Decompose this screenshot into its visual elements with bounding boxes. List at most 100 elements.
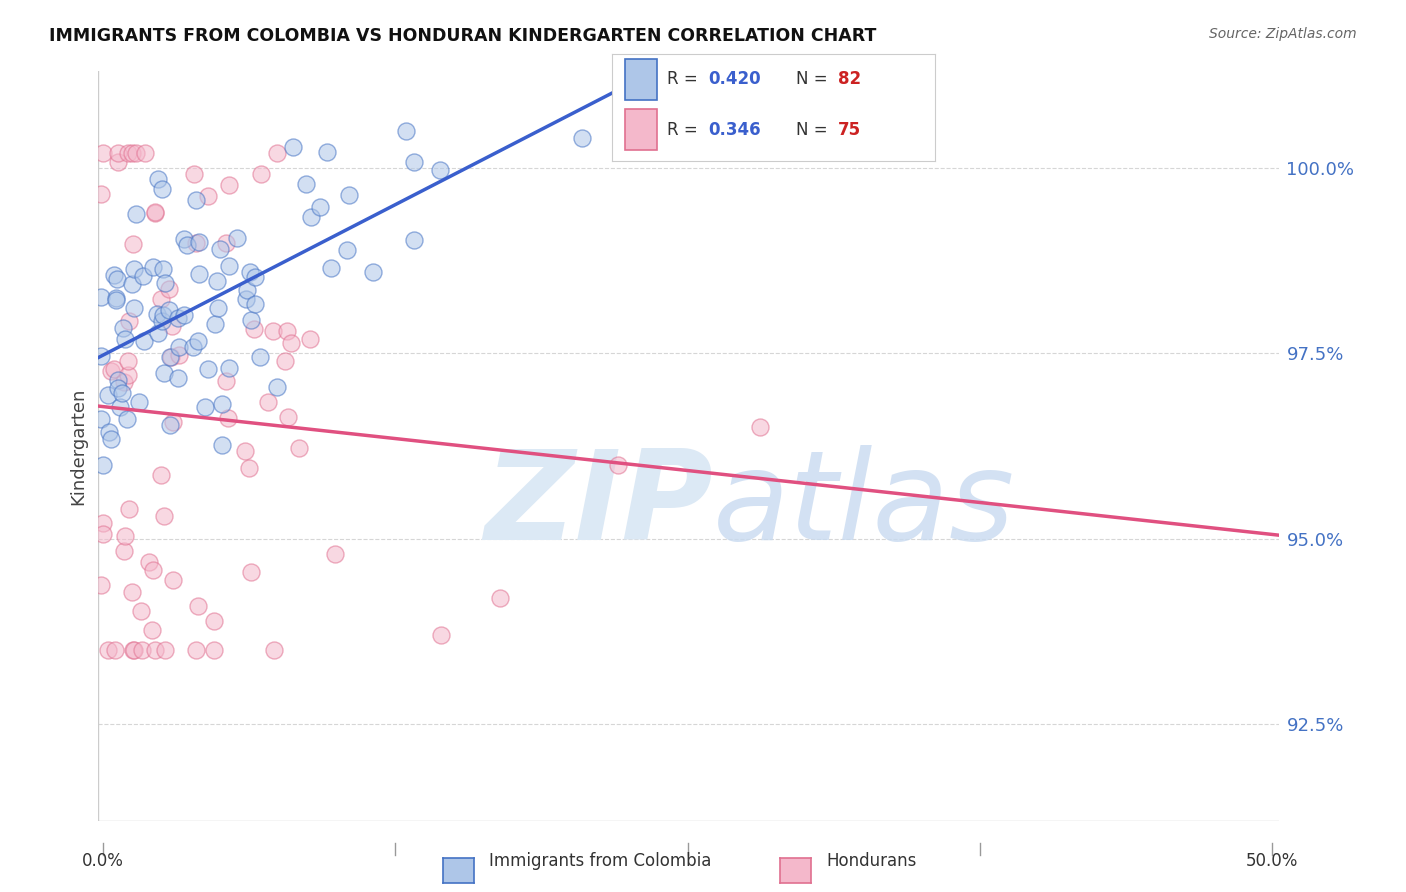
Text: Immigrants from Colombia: Immigrants from Colombia (489, 852, 711, 870)
Point (166, 310, 188, 325)
Point (211, 438, 233, 452)
Point (105, 293, 128, 308)
Text: N =: N = (796, 120, 832, 138)
Point (205, 274, 228, 288)
Point (280, 335, 302, 350)
Point (235, 293, 257, 307)
Point (134, 334, 156, 349)
Point (114, 529, 136, 543)
Point (184, 235, 207, 250)
Point (134, 145, 156, 160)
Point (262, 324, 284, 338)
Text: Hondurans: Hondurans (827, 852, 917, 870)
Point (152, 262, 174, 277)
Point (197, 189, 219, 203)
Point (162, 415, 184, 429)
Text: Source: ZipAtlas.com: Source: ZipAtlas.com (1209, 27, 1357, 41)
Text: 75: 75 (838, 120, 860, 138)
Point (143, 643, 166, 657)
Point (245, 297, 267, 311)
Point (166, 371, 188, 385)
Point (90, 186, 112, 201)
Point (90, 411, 112, 425)
Point (122, 236, 145, 251)
Point (115, 412, 138, 426)
Point (105, 272, 128, 286)
Point (176, 237, 198, 252)
Text: 0.346: 0.346 (709, 120, 761, 138)
Point (96, 643, 118, 657)
Point (152, 308, 174, 322)
Point (142, 260, 165, 274)
Point (239, 265, 262, 279)
Point (245, 270, 267, 285)
Point (236, 283, 259, 297)
Point (90, 290, 112, 304)
Point (194, 401, 217, 415)
Text: atlas: atlas (713, 445, 1015, 566)
Point (276, 324, 298, 338)
Point (250, 167, 273, 181)
Point (215, 374, 238, 388)
Point (571, 130, 593, 145)
Y-axis label: Kindergarten: Kindergarten (69, 387, 87, 505)
Point (103, 268, 125, 283)
Text: N =: N = (796, 70, 832, 88)
Point (159, 350, 181, 364)
Text: 0.0%: 0.0% (82, 852, 124, 870)
Point (183, 340, 205, 354)
Point (404, 233, 426, 247)
Point (111, 321, 134, 335)
Point (159, 417, 181, 432)
Point (321, 260, 343, 275)
Point (173, 308, 195, 322)
Point (204, 317, 226, 331)
Point (184, 643, 207, 657)
Point (159, 350, 181, 364)
Point (107, 380, 129, 394)
Point (117, 368, 139, 382)
Point (167, 340, 190, 354)
Point (301, 210, 323, 224)
Point (202, 615, 225, 629)
Point (117, 353, 139, 368)
Point (197, 362, 219, 376)
Point (243, 322, 266, 336)
Point (128, 395, 150, 409)
Point (121, 584, 143, 599)
Point (131, 643, 153, 657)
Point (153, 276, 176, 290)
Point (187, 267, 209, 281)
Point (748, 420, 770, 434)
Point (91, 145, 114, 160)
Point (121, 277, 143, 291)
Point (132, 268, 155, 283)
Point (160, 319, 183, 334)
Point (114, 332, 136, 346)
Point (146, 172, 169, 186)
Point (238, 461, 260, 475)
Point (429, 163, 451, 178)
Point (150, 468, 173, 483)
Point (155, 643, 177, 657)
Text: R =: R = (666, 70, 703, 88)
Text: 0.420: 0.420 (709, 70, 761, 88)
Point (188, 235, 211, 249)
Point (100, 432, 122, 446)
Point (122, 301, 145, 316)
Point (145, 307, 167, 321)
Bar (624, 59, 657, 100)
Point (187, 334, 209, 348)
Point (90, 349, 112, 363)
Point (208, 242, 231, 256)
Point (215, 235, 238, 250)
Point (107, 145, 129, 160)
Text: R =: R = (666, 120, 703, 138)
Point (124, 643, 146, 657)
Point (117, 145, 139, 160)
Point (183, 167, 205, 181)
Point (308, 200, 330, 214)
Point (298, 332, 321, 346)
Point (141, 624, 163, 638)
Point (184, 193, 207, 207)
